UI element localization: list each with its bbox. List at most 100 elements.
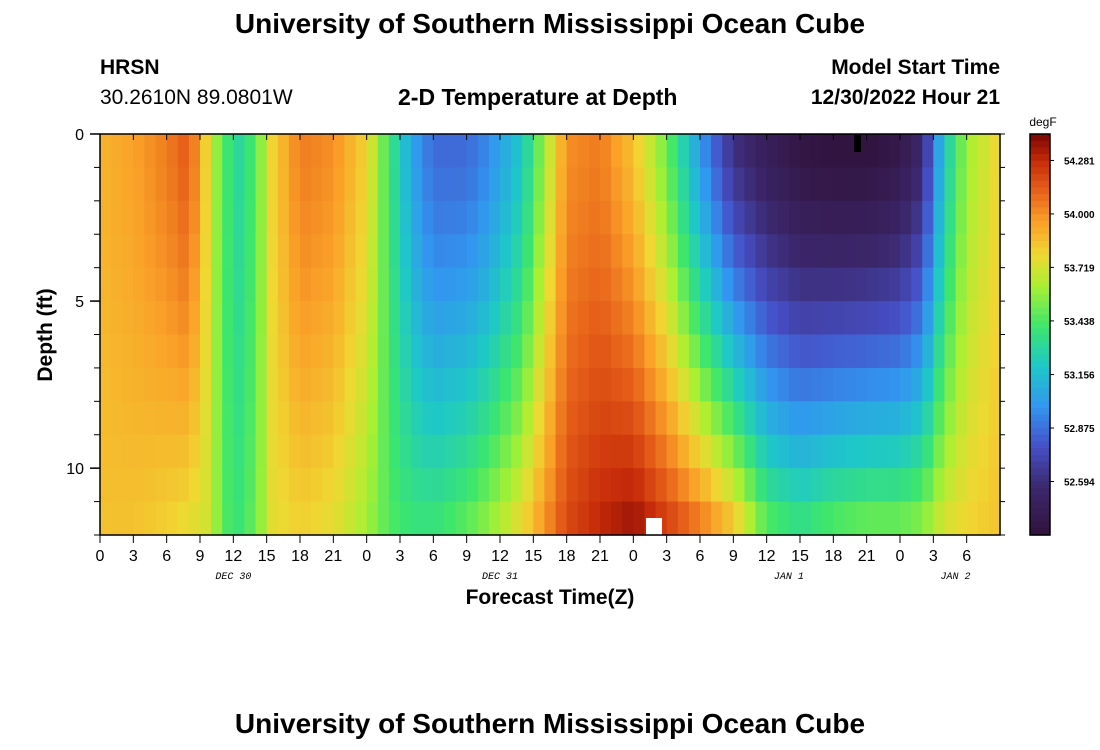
x-tick-label: 9 <box>196 548 205 565</box>
heatmap-cell <box>122 434 134 469</box>
heatmap-cell <box>177 367 190 402</box>
heatmap-cell <box>433 134 446 169</box>
colorbar-segment <box>1030 494 1050 503</box>
heatmap-cell <box>933 267 946 302</box>
y-tick-label: 5 <box>75 294 84 311</box>
heatmap-cell <box>788 200 801 235</box>
heatmap-cell <box>744 167 757 202</box>
model-start-value: 12/30/2022 Hour 21 <box>810 86 1000 109</box>
heatmap-cell <box>677 334 690 369</box>
heatmap-cell <box>344 200 357 235</box>
heatmap-cell <box>366 367 379 402</box>
heatmap-cell <box>411 200 423 235</box>
heatmap-cell <box>466 301 479 336</box>
heatmap-cell <box>344 367 357 402</box>
heatmap-cell <box>600 501 612 536</box>
heatmap-cell <box>266 501 279 536</box>
heatmap-cell <box>388 301 401 336</box>
heatmap-cell <box>511 134 523 169</box>
heatmap-cell <box>555 200 568 235</box>
heatmap-cell <box>811 434 823 469</box>
heatmap-cell <box>444 200 457 235</box>
heatmap-cell <box>333 267 346 302</box>
heatmap-cell <box>866 301 879 336</box>
heatmap-cell <box>533 468 546 503</box>
heatmap-cell <box>588 434 601 469</box>
heatmap-cell <box>333 200 346 235</box>
colorbar-segment <box>1030 428 1050 436</box>
heatmap-cell <box>844 501 857 536</box>
heatmap-cell <box>188 501 201 536</box>
y-axis: 0 5 10 <box>66 127 1005 536</box>
heatmap-cell <box>666 334 679 369</box>
heatmap-cell <box>455 167 468 202</box>
heatmap-cell <box>833 134 846 169</box>
heatmap-cell <box>877 468 890 503</box>
heatmap-cell <box>633 167 646 202</box>
heatmap-cell <box>577 401 590 436</box>
heatmap-cell <box>988 200 1001 235</box>
heatmap-cell <box>600 134 612 169</box>
heatmap-cell <box>544 167 557 202</box>
heatmap-cell <box>644 167 657 202</box>
heatmap-cell <box>655 401 668 436</box>
heatmap-cell <box>566 367 579 402</box>
heatmap-cell <box>488 501 501 536</box>
y-tick-label: 10 <box>66 461 84 478</box>
heatmap-cell <box>900 200 912 235</box>
heatmap-cell <box>333 234 346 269</box>
heatmap-cell <box>844 134 857 169</box>
heatmap-cell <box>422 167 434 202</box>
heatmap-cell <box>222 301 234 336</box>
x-tick-label: 18 <box>558 548 576 565</box>
heatmap-cell <box>233 301 246 336</box>
heatmap-cell <box>266 367 279 402</box>
heatmap-cell <box>866 134 879 169</box>
heatmap-cell <box>455 234 468 269</box>
heatmap-cell <box>722 401 734 436</box>
heatmap-cell <box>444 501 457 536</box>
heatmap-cell <box>444 468 457 503</box>
heatmap-cell <box>377 134 390 169</box>
heatmap-cell <box>477 200 490 235</box>
x-tick-label: 6 <box>162 548 171 565</box>
heatmap-cell <box>566 167 579 202</box>
heatmap-cell <box>177 167 190 202</box>
heatmap-cell <box>322 401 334 436</box>
heatmap-cell <box>122 234 134 269</box>
heatmap-cell <box>344 134 357 169</box>
heatmap-cell <box>688 267 701 302</box>
heatmap-cell <box>300 401 312 436</box>
heatmap-cell <box>677 267 690 302</box>
heatmap-cell <box>666 234 679 269</box>
x-tick-label: 0 <box>362 548 371 565</box>
heatmap-cell <box>966 200 979 235</box>
heatmap-cell <box>800 401 812 436</box>
x-tick-label: 18 <box>824 548 842 565</box>
heatmap-cell <box>977 301 990 336</box>
colorbar-tick-label: 53.438 <box>1064 317 1095 328</box>
heatmap-cell <box>911 334 923 369</box>
heatmap-cell <box>200 167 212 202</box>
heatmap-cell <box>422 334 434 369</box>
heatmap-cell <box>777 468 790 503</box>
heatmap-cell <box>388 501 401 536</box>
heatmap-cell <box>155 301 168 336</box>
heatmap-cell <box>400 468 412 503</box>
heatmap-cell <box>477 401 490 436</box>
heatmap-cell <box>377 234 390 269</box>
heatmap-cell <box>644 434 657 469</box>
heatmap-cell <box>988 134 1001 169</box>
heatmap-cell <box>122 167 134 202</box>
heatmap-cell <box>744 134 757 169</box>
heatmap-cell <box>166 234 179 269</box>
heatmap-cell <box>777 301 790 336</box>
heatmap-cell <box>633 401 646 436</box>
heatmap-cell <box>255 334 268 369</box>
heatmap-cell <box>933 200 946 235</box>
heatmap-cell <box>811 501 823 536</box>
heatmap-cell <box>866 200 879 235</box>
heatmap-cell <box>522 167 534 202</box>
heatmap-cell <box>155 434 168 469</box>
heatmap-cell <box>600 334 612 369</box>
